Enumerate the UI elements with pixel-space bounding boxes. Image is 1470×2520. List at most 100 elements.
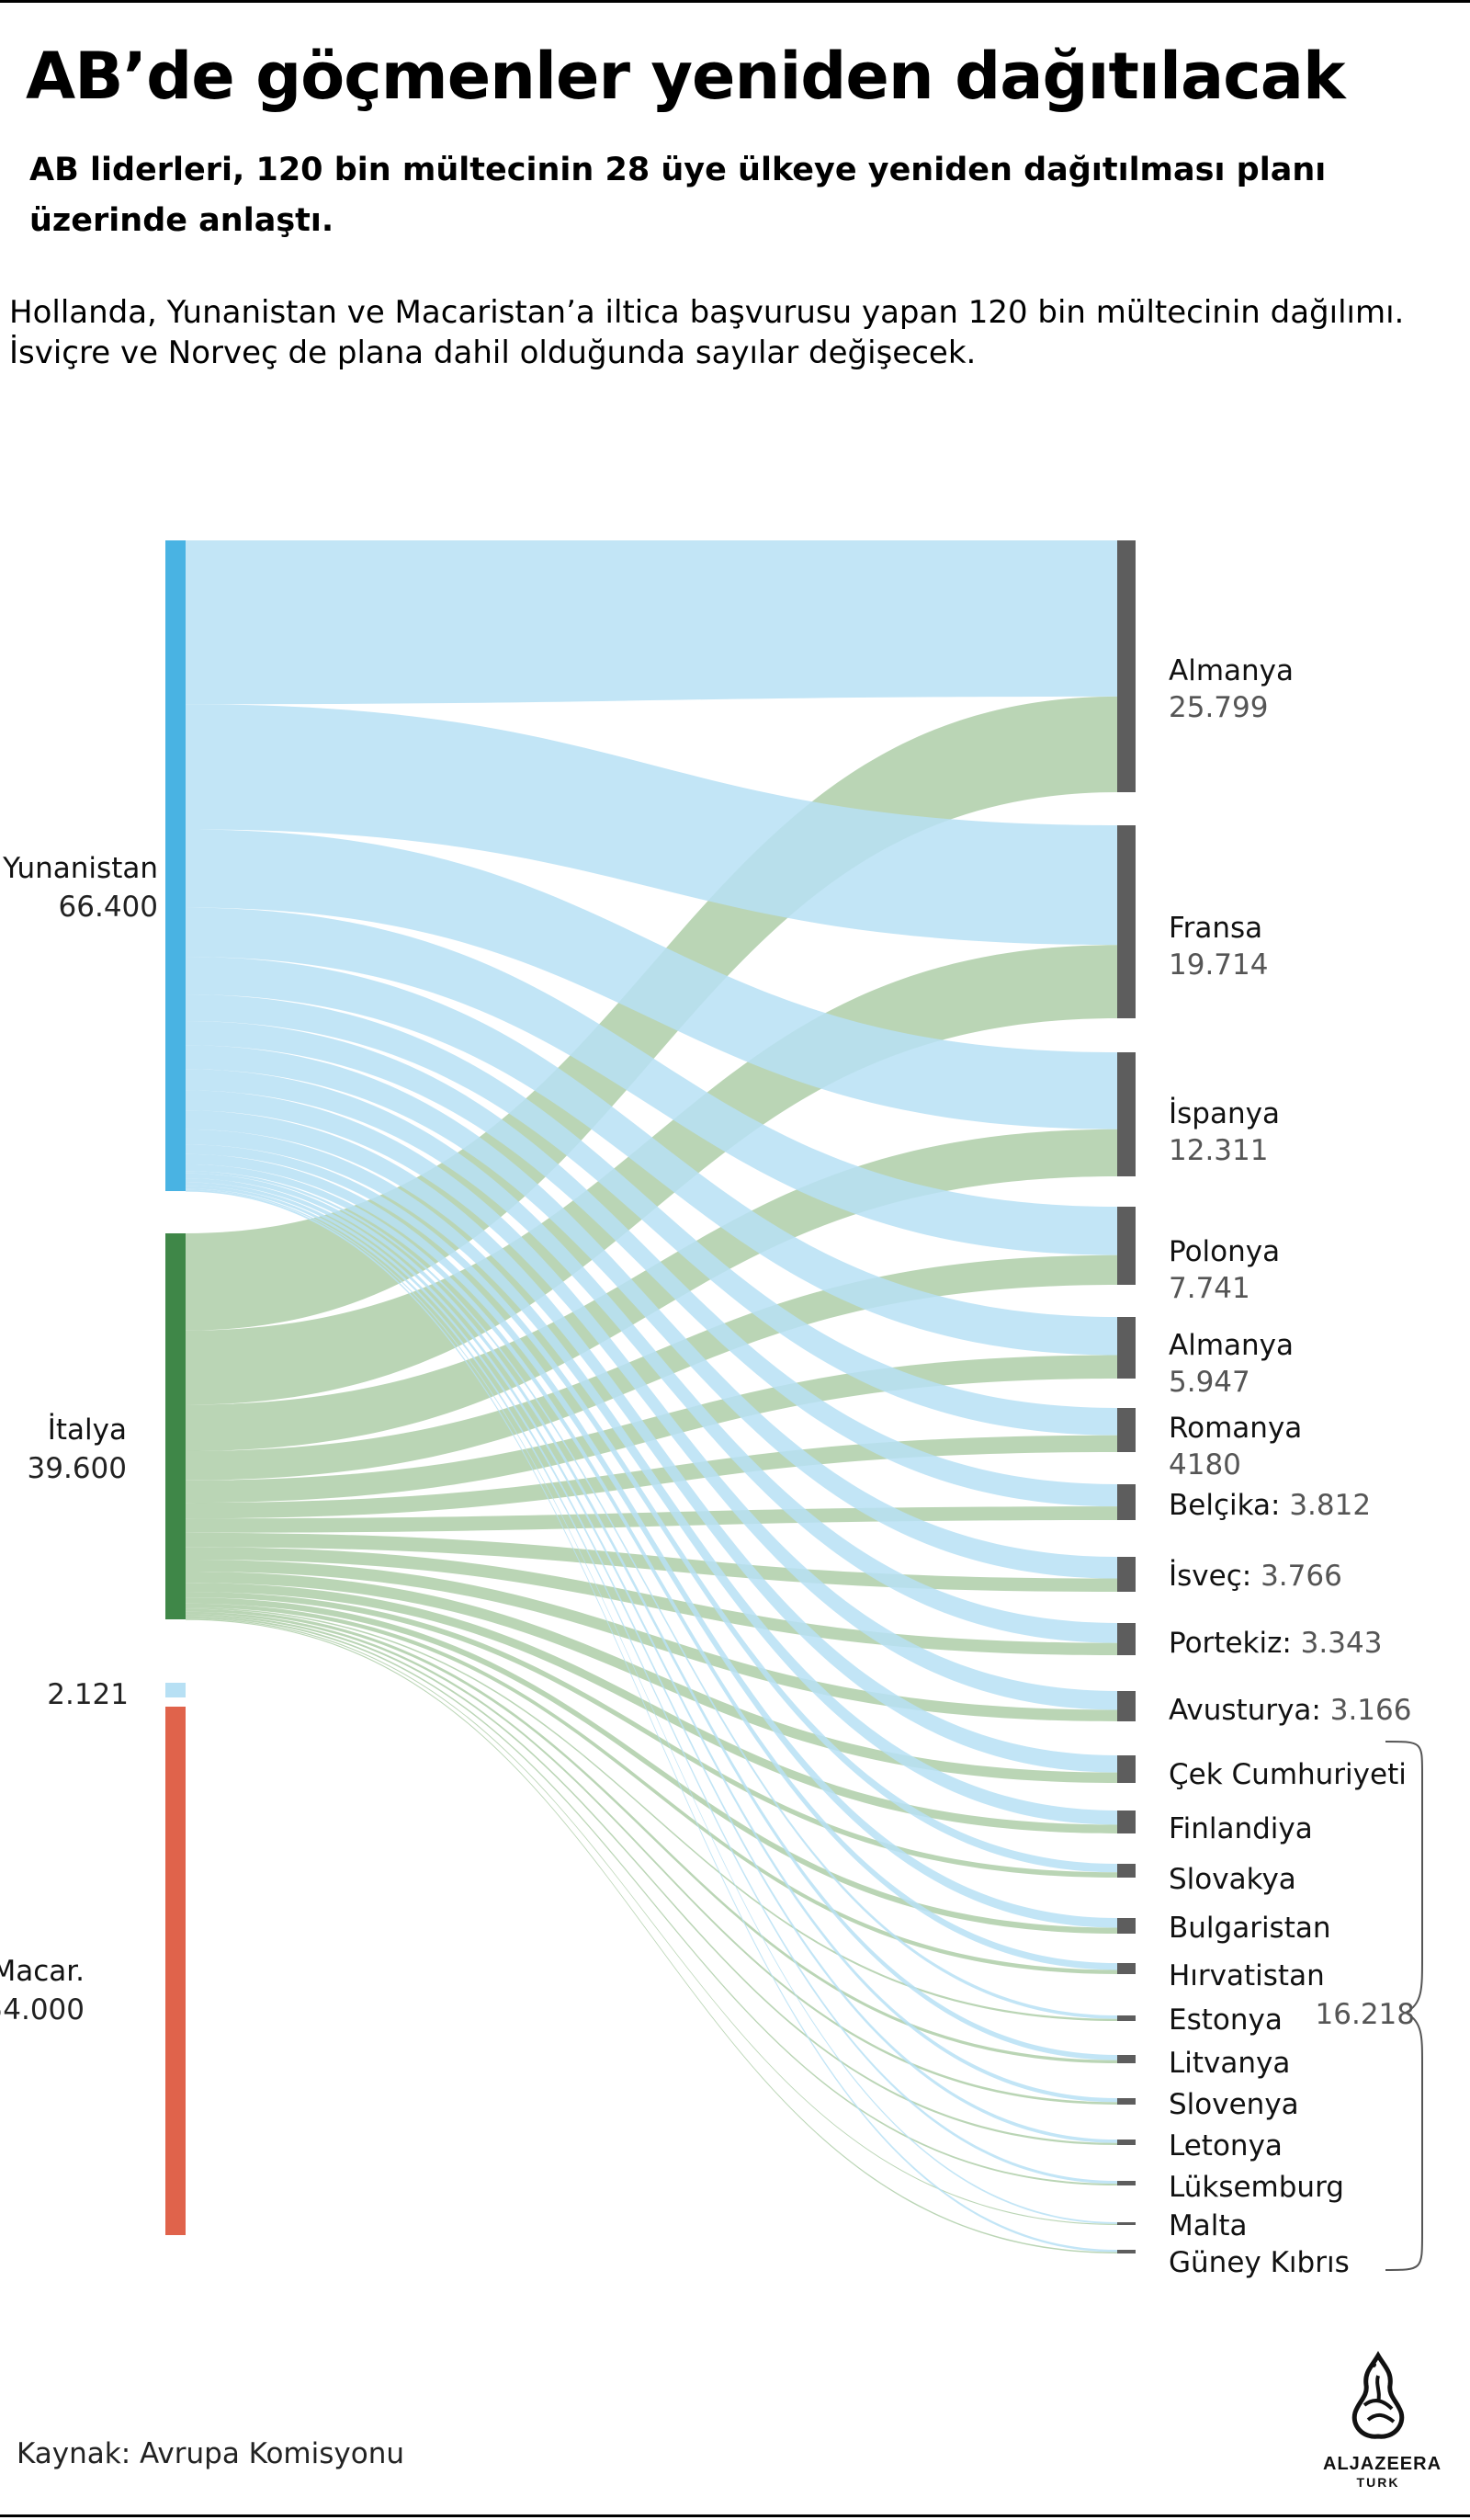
target-bar-16	[1117, 2055, 1136, 2063]
target-name-16: Litvanya	[1169, 2047, 1290, 2080]
flow-yunanistan-14	[186, 1164, 1117, 1970]
source-value-0: 66.400	[59, 891, 158, 924]
flow-yunanistan-5	[186, 994, 1117, 1436]
flow-yunanistan-15	[186, 1171, 1117, 2019]
target-bar-7	[1117, 1557, 1136, 1592]
bottom-rule	[0, 2514, 1470, 2517]
group-bracket	[1385, 1741, 1423, 2271]
flow-yunanistan-19	[186, 1186, 1117, 2185]
target-name-13: Bulgaristan	[1169, 1912, 1331, 1945]
flow-italya-15	[186, 1607, 1117, 2021]
flow-italya-17	[186, 1611, 1117, 2105]
flow-italya-4	[186, 1355, 1117, 1504]
flow-italya-8	[186, 1547, 1117, 1655]
target-bar-1	[1117, 825, 1136, 1018]
source-value-2: 2.121	[47, 1678, 129, 1711]
flow-italya-1	[186, 945, 1117, 1405]
target-name-2: İspanya	[1169, 1097, 1280, 1130]
target-bar-0	[1117, 540, 1136, 792]
flow-italya-3	[186, 1254, 1117, 1481]
flow-yunanistan-0	[186, 540, 1117, 705]
flow-italya-21	[186, 1618, 1117, 2253]
flows-layer	[186, 540, 1117, 2253]
source-bar-3	[165, 1707, 186, 2235]
flow-italya-19	[186, 1616, 1117, 2185]
target-value-4: 5.947	[1169, 1366, 1250, 1399]
flow-italya-14	[186, 1603, 1117, 1974]
flow-yunanistan-17	[186, 1178, 1117, 2103]
target-bar-3	[1117, 1207, 1136, 1285]
flow-yunanistan-4	[186, 956, 1117, 1356]
target-bar-4	[1117, 1317, 1136, 1379]
target-value-5: 4180	[1169, 1448, 1241, 1481]
logo-name: ALJAZEERA	[1323, 2454, 1442, 2474]
flow-italya-10	[186, 1571, 1117, 1783]
flow-italya-11	[186, 1583, 1117, 1833]
aljazeera-calligraphy-icon	[1351, 2351, 1405, 2439]
target-name-12: Slovakya	[1169, 1863, 1296, 1896]
target-bar-9	[1117, 1691, 1136, 1721]
target-name-14: Hırvatistan	[1169, 1959, 1325, 1992]
source-bar-1	[165, 1233, 186, 1619]
target-bar-19	[1117, 2181, 1136, 2185]
target-value-6: 3.812	[1289, 1489, 1371, 1522]
flow-italya-20	[186, 1618, 1117, 2225]
target-value-2: 12.311	[1169, 1134, 1268, 1167]
page-title: AB’de göçmenler yeniden dağıtılacak	[26, 39, 1346, 114]
source-name-1: İtalya	[48, 1413, 127, 1447]
flow-yunanistan-13	[186, 1153, 1117, 1928]
target-bar-6	[1117, 1484, 1136, 1520]
target-bar-12	[1117, 1864, 1136, 1878]
flow-yunanistan-16	[186, 1173, 1117, 2060]
source-bar-2	[165, 1683, 186, 1697]
flow-yunanistan-2	[186, 829, 1117, 1129]
source-name-3: Macar.	[0, 1955, 85, 1988]
target-value-8: 3.343	[1301, 1627, 1383, 1660]
flow-yunanistan-9	[186, 1090, 1117, 1710]
target-name-6: Belçika: 3.812	[1169, 1489, 1371, 1522]
target-bar-2	[1117, 1052, 1136, 1176]
chart-description: Hollanda, Yunanistan ve Macaristan’a ilt…	[9, 294, 1405, 371]
target-bar-20	[1117, 2222, 1136, 2225]
aljazeera-logo: ALJAZEERA TURK	[1323, 2348, 1442, 2504]
flow-yunanistan-12	[186, 1144, 1117, 1873]
target-name-7: İsveç: 3.766	[1169, 1560, 1342, 1593]
flow-yunanistan-7	[186, 1045, 1117, 1579]
target-value-0: 25.799	[1169, 691, 1268, 724]
flow-yunanistan-21	[186, 1189, 1117, 2253]
target-name-10: Çek Cumhuriyeti	[1169, 1758, 1407, 1791]
target-value-7: 3.766	[1261, 1560, 1342, 1593]
target-name-8: Portekiz: 3.343	[1169, 1627, 1382, 1660]
source-bar-0	[165, 540, 186, 1191]
target-name-4: Almanya	[1169, 1329, 1294, 1362]
flow-italya-13	[186, 1597, 1117, 1934]
flow-italya-16	[186, 1608, 1117, 2063]
target-name-0: Almanya	[1169, 654, 1294, 687]
source-note: Kaynak: Avrupa Komisyonu	[17, 2437, 404, 2470]
target-value-9: 3.166	[1330, 1694, 1412, 1727]
group-total: 16.218	[1316, 1998, 1415, 2031]
flow-italya-2	[186, 1129, 1117, 1451]
flow-yunanistan-8	[186, 1069, 1117, 1643]
flow-italya-18	[186, 1614, 1117, 2145]
source-name-0: Yunanistan	[2, 852, 158, 885]
top-rule	[0, 0, 1470, 3]
target-bar-5	[1117, 1408, 1136, 1452]
target-name-11: Finlandiya	[1169, 1812, 1313, 1845]
target-name-3: Polonya	[1169, 1235, 1280, 1268]
page-subtitle: AB liderleri, 120 bin mültecinin 28 üye …	[29, 152, 1327, 239]
target-bar-15	[1117, 2015, 1136, 2021]
flow-yunanistan-10	[186, 1110, 1117, 1773]
flow-yunanistan-20	[186, 1188, 1117, 2224]
target-name-15: Estonya	[1169, 2004, 1283, 2037]
logo-sub: TURK	[1356, 2475, 1400, 2490]
target-bar-14	[1117, 1963, 1136, 1974]
source-value-3: 54.000	[0, 1993, 85, 2026]
source-value-1: 39.600	[28, 1452, 127, 1485]
flow-yunanistan-1	[186, 704, 1117, 946]
target-bar-11	[1117, 1811, 1136, 1833]
target-name-20: Malta	[1169, 2209, 1248, 2242]
flow-yunanistan-6	[186, 1020, 1117, 1507]
target-bars	[1117, 540, 1136, 2253]
